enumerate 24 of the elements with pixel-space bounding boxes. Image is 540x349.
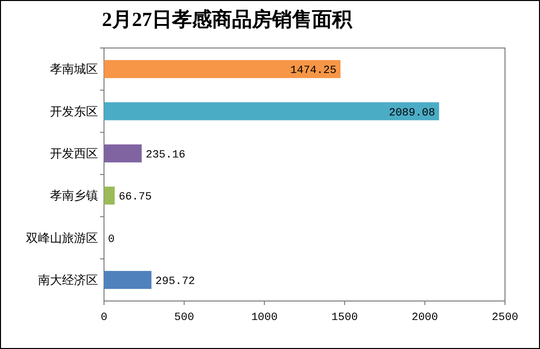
y-tick-label: 孝南城区 bbox=[50, 62, 98, 76]
data-label: 66.75 bbox=[118, 192, 152, 204]
x-tick-label: 1000 bbox=[251, 312, 278, 324]
data-label: 235.16 bbox=[146, 149, 186, 162]
y-tick-label: 南大经济区 bbox=[38, 272, 98, 287]
x-tick-label: 1500 bbox=[331, 312, 358, 324]
y-tick-label: 孝南乡镇 bbox=[50, 188, 98, 203]
x-tick-label: 2500 bbox=[492, 312, 518, 324]
y-tick-label: 开发西区 bbox=[50, 146, 98, 160]
y-tick-label: 开发东区 bbox=[50, 104, 98, 118]
data-label: 0 bbox=[108, 234, 115, 246]
x-tick-label: 500 bbox=[174, 312, 194, 324]
data-label: 1474.25 bbox=[290, 65, 336, 78]
x-tick-label: 2000 bbox=[412, 312, 438, 324]
x-tick-label: 0 bbox=[100, 312, 108, 324]
data-label: 2089.08 bbox=[388, 107, 436, 120]
bar bbox=[104, 60, 340, 78]
bar bbox=[104, 144, 142, 162]
bar bbox=[104, 270, 152, 289]
chart-title: 2月27日孝感商品房销售面积 bbox=[102, 8, 353, 31]
bar bbox=[104, 102, 440, 120]
bar bbox=[104, 186, 115, 205]
y-tick-label: 双峰山旅游区 bbox=[26, 230, 98, 245]
data-label: 295.72 bbox=[155, 276, 196, 288]
